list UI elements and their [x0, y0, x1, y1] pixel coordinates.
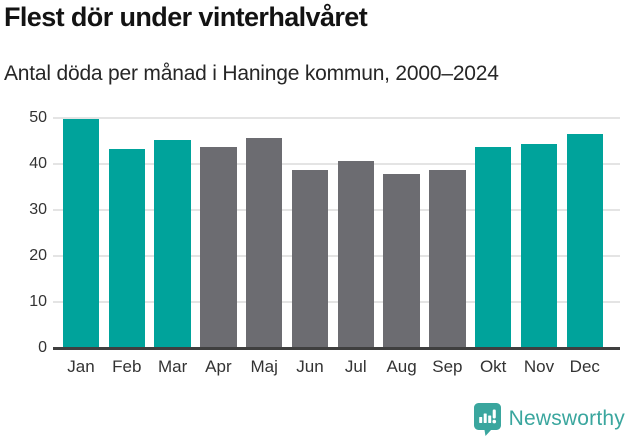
x-axis-tick-label: Jul — [344, 357, 367, 376]
x-axis-tick-label: Maj — [250, 357, 278, 376]
newsworthy-logo[interactable]: Newsworthy — [473, 402, 625, 436]
x-axis-tick-label: Jan — [67, 357, 95, 376]
y-axis-tick-label: 40 — [29, 154, 47, 172]
bar-dec — [566, 134, 604, 348]
y-axis-tick-label: 50 — [29, 108, 47, 126]
x-axis-tick-label: Feb — [112, 357, 142, 376]
x-axis-tick-label: Aug — [386, 357, 417, 376]
bar-nov — [520, 144, 558, 348]
x-axis-tick-label: Jun — [296, 357, 324, 376]
newsworthy-icon — [473, 402, 502, 436]
bar-apr — [200, 146, 237, 348]
bar-aug — [383, 173, 420, 348]
bar-feb — [108, 148, 146, 348]
newsworthy-wordmark: Newsworthy — [508, 407, 625, 430]
x-axis-tick-label: Nov — [523, 357, 555, 376]
gridline-y10 — [53, 300, 620, 303]
bar-mar — [154, 140, 191, 348]
gridline-y40 — [53, 162, 620, 165]
y-axis-tick-label: 30 — [29, 200, 47, 218]
gridline-y30 — [53, 208, 620, 211]
x-axis-tick-label: Dec — [569, 357, 600, 376]
x-axis-tick-label: Okt — [479, 357, 507, 376]
bar-okt — [474, 147, 512, 348]
bar-jan — [62, 118, 100, 348]
x-axis-line — [53, 346, 620, 350]
gridline-y20 — [53, 254, 620, 257]
bar-maj — [245, 138, 283, 348]
gridline-y50 — [53, 116, 620, 119]
y-axis-tick-label: 20 — [29, 246, 47, 264]
x-axis-tick-label: Sep — [432, 357, 463, 376]
y-axis-tick-label: 0 — [38, 339, 47, 356]
chart-subtitle: Antal döda per månad i Haninge kommun, 2… — [4, 62, 499, 85]
y-axis-tick-label: 10 — [29, 292, 47, 310]
bar-jul — [337, 160, 375, 348]
bar-jun — [291, 170, 329, 348]
chart-title: Flest dör under vinterhalvåret — [4, 2, 368, 32]
bar-sep — [429, 169, 466, 348]
x-axis-tick-label: Apr — [205, 357, 232, 376]
x-axis-tick-label: Mar — [157, 357, 188, 376]
